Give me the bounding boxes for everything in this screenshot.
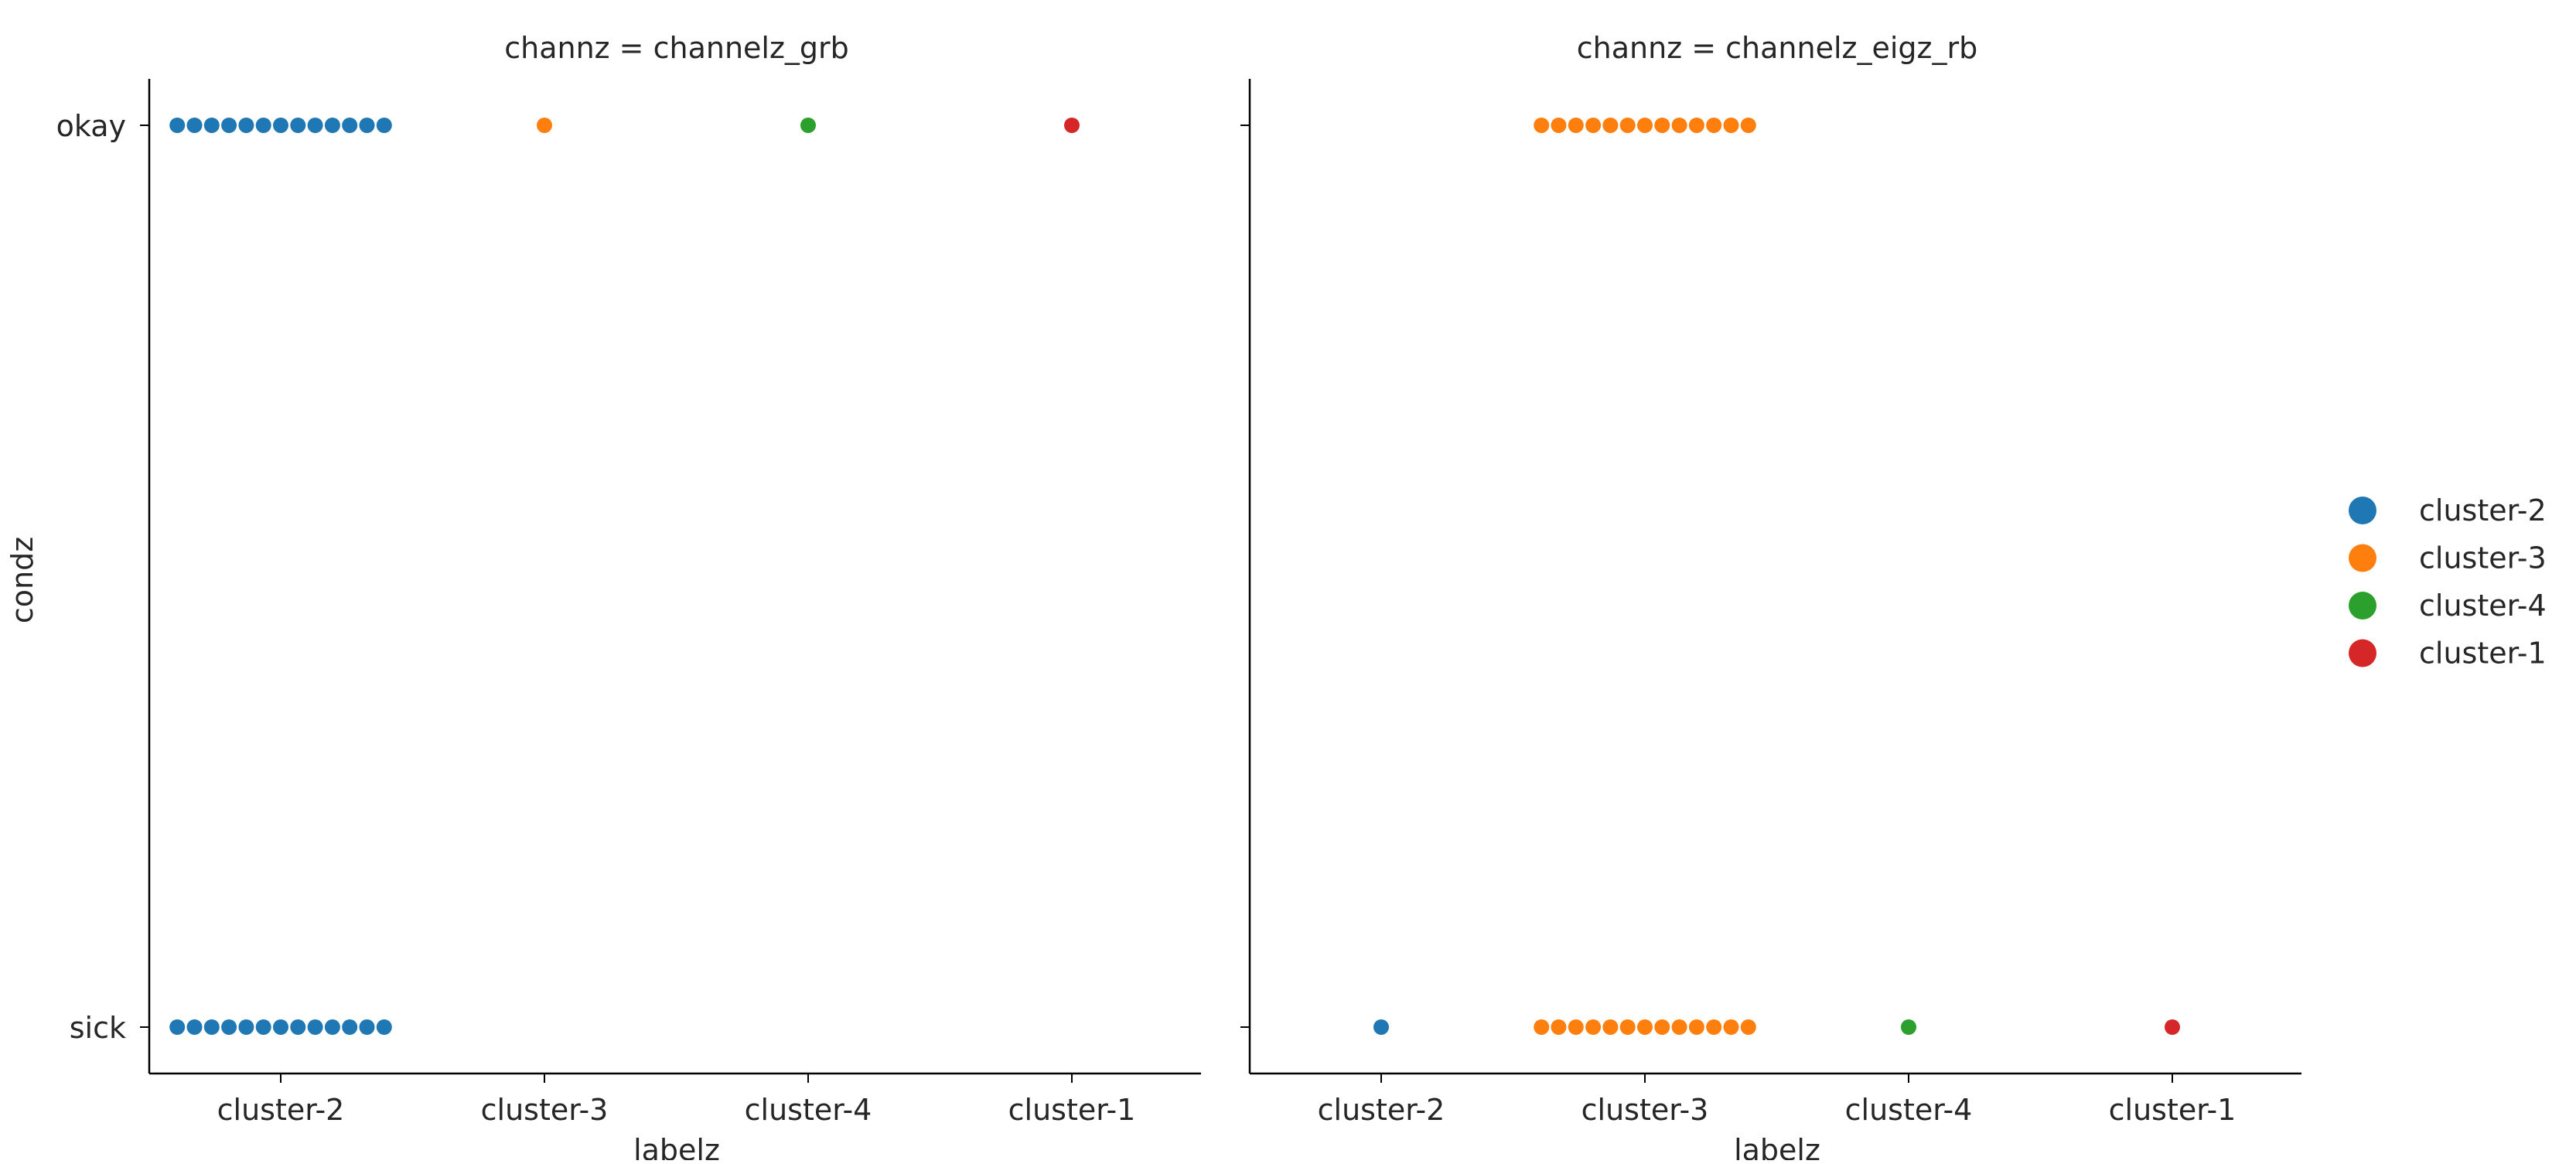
- data-point: [1373, 1019, 1389, 1035]
- data-point: [186, 1019, 203, 1035]
- data-point: [1654, 1019, 1670, 1035]
- legend-label: cluster-3: [2419, 541, 2547, 575]
- x-tick-label: cluster-1: [1008, 1093, 1136, 1127]
- panel-title: channz = channelz_eigz_rb: [1577, 31, 1977, 65]
- data-point: [1551, 118, 1567, 133]
- data-point: [273, 1019, 288, 1035]
- data-point: [1602, 118, 1619, 133]
- legend-label: cluster-1: [2419, 637, 2547, 671]
- data-point: [1723, 1019, 1739, 1035]
- data-point: [1568, 118, 1584, 133]
- data-point: [1534, 118, 1550, 133]
- data-point: [203, 1019, 220, 1035]
- data-point: [2165, 1019, 2180, 1035]
- data-point: [324, 118, 340, 133]
- data-point: [238, 1019, 254, 1035]
- data-point: [1688, 118, 1704, 133]
- data-point: [1637, 118, 1653, 133]
- data-point: [307, 118, 323, 133]
- data-point: [1740, 118, 1756, 133]
- data-point: [1706, 118, 1722, 133]
- data-point: [342, 118, 358, 133]
- x-tick-label: cluster-1: [2109, 1093, 2237, 1127]
- x-tick-label: cluster-4: [745, 1093, 872, 1127]
- x-tick-label: cluster-4: [1845, 1093, 1973, 1127]
- x-tick-label: cluster-2: [217, 1093, 345, 1127]
- data-point: [186, 118, 203, 133]
- data-point: [376, 1019, 392, 1035]
- data-point: [324, 1019, 340, 1035]
- x-axis-label: labelz: [633, 1133, 720, 1160]
- y-tick-label: sick: [70, 1011, 126, 1045]
- data-point: [255, 118, 271, 133]
- data-point: [376, 118, 392, 133]
- x-tick-label: cluster-3: [1581, 1093, 1709, 1127]
- x-tick-label: cluster-2: [1318, 1093, 1445, 1127]
- data-point: [342, 1019, 358, 1035]
- data-point: [221, 118, 237, 133]
- data-point: [273, 118, 288, 133]
- panel-channelz-grb: channz = channelz_grb labelz okay sick clu…: [56, 31, 1201, 1164]
- legend-label: cluster-2: [2419, 493, 2547, 527]
- data-point: [1671, 118, 1687, 133]
- data-point: [255, 1019, 271, 1035]
- data-point: [1688, 1019, 1704, 1035]
- data-point: [203, 118, 220, 133]
- y-axis-label: condz: [5, 537, 39, 623]
- y-tick-label: okay: [56, 109, 126, 143]
- legend-marker: [2349, 592, 2376, 620]
- data-point: [1671, 1019, 1687, 1035]
- x-tick-label: cluster-3: [481, 1093, 609, 1127]
- data-point: [169, 118, 186, 133]
- data-point: [1534, 1019, 1550, 1035]
- legend-marker: [2349, 497, 2376, 524]
- panel-channelz-eigz-rb: channz = channelz_eigz_rb labelz cluster…: [1240, 31, 2301, 1164]
- data-point: [1568, 1019, 1584, 1035]
- legend-marker: [2349, 544, 2376, 572]
- data-point: [169, 1019, 186, 1035]
- data-point: [1723, 118, 1739, 133]
- legend: cluster-2 cluster-3 cluster-4 cluster-1: [2349, 493, 2547, 671]
- x-axis-label: labelz: [1734, 1133, 1820, 1160]
- data-point: [290, 118, 306, 133]
- data-point: [1602, 1019, 1619, 1035]
- data-point: [1901, 1019, 1916, 1035]
- data-point: [1551, 1019, 1567, 1035]
- data-point: [800, 118, 816, 133]
- data-point: [359, 1019, 375, 1035]
- data-point: [1585, 1019, 1602, 1035]
- data-point: [238, 118, 254, 133]
- panel-title: channz = channelz_grb: [504, 31, 849, 65]
- data-point: [537, 118, 552, 133]
- legend-label: cluster-4: [2419, 589, 2547, 623]
- data-point: [1585, 118, 1602, 133]
- data-point: [221, 1019, 237, 1035]
- data-point: [1706, 1019, 1722, 1035]
- data-point: [359, 118, 375, 133]
- data-point: [290, 1019, 306, 1035]
- data-point: [1637, 1019, 1653, 1035]
- data-point: [1619, 118, 1636, 133]
- data-point: [1654, 118, 1670, 133]
- legend-marker: [2349, 639, 2376, 667]
- data-point: [307, 1019, 323, 1035]
- data-point: [1740, 1019, 1756, 1035]
- data-point: [1619, 1019, 1636, 1035]
- data-point: [1064, 118, 1080, 133]
